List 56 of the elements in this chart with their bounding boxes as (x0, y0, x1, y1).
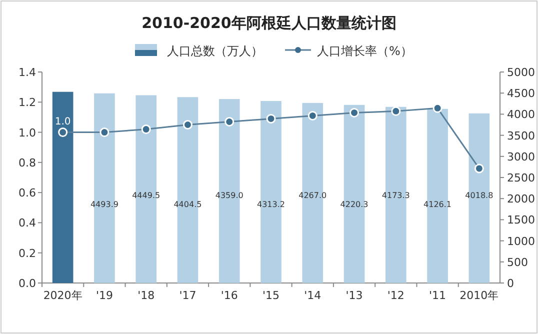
x-tick-label: 2010年 (460, 289, 499, 302)
y2-tick-label: 4500 (507, 87, 535, 100)
point (58, 128, 68, 138)
point (100, 128, 110, 138)
data-label: 4359.0 (215, 191, 244, 200)
point (308, 110, 318, 120)
x-tick-label: '16 (220, 289, 238, 302)
y-tick-label: 0.4 (18, 216, 36, 230)
point (474, 164, 484, 174)
y-tick-label: 1.0 (18, 126, 36, 140)
y2-tick-label: 1000 (507, 234, 535, 248)
y2-tick-label: 2000 (507, 192, 535, 206)
data-label: 1.0 (54, 116, 71, 128)
data-label: 4449.5 (132, 191, 160, 200)
y-tick-label: 0.6 (18, 186, 36, 200)
point (182, 120, 192, 130)
legend-label: 人口总数（万人） (167, 44, 263, 58)
data-label: 4126.1 (424, 200, 452, 209)
y2-tick-label: 4000 (507, 108, 535, 122)
y-tick-label: 1.4 (18, 66, 36, 79)
x-tick-label: '18 (138, 289, 155, 302)
point (391, 106, 401, 116)
data-label: 4313.2 (257, 200, 285, 209)
data-label: 4267.0 (298, 191, 327, 200)
y2-tick-label: 1500 (507, 214, 535, 227)
bar (52, 92, 74, 283)
y2-tick-label: 5000 (507, 66, 535, 79)
y-tick-label: 0.0 (18, 277, 36, 290)
x-tick-label: '19 (96, 289, 113, 302)
y2-tick-label: 3500 (507, 129, 535, 142)
x-tick-label: '14 (304, 289, 322, 302)
data-label: 4404.5 (174, 200, 202, 209)
y2-tick-label: 0 (507, 277, 514, 290)
x-tick-label: '11 (429, 289, 446, 302)
legend-label: 人口增长率（%） (317, 44, 412, 58)
y-tick-label: 0.8 (18, 156, 36, 170)
point (224, 116, 234, 126)
y2-tick-label: 3000 (507, 150, 535, 164)
data-label: 4493.9 (90, 200, 118, 209)
x-tick-label: '12 (387, 289, 404, 302)
data-label: 4220.3 (340, 200, 368, 209)
y2-tick-label: 2500 (507, 172, 535, 184)
x-tick-label: 2020年 (43, 289, 82, 302)
y2-tick-label: 500 (507, 256, 528, 269)
point (432, 103, 442, 113)
data-label: 4018.8 (465, 191, 494, 200)
y-tick-label: 1.2 (18, 96, 36, 110)
point (266, 114, 276, 124)
chart-title: 2010-2020年阿根廷人口数量统计图 (142, 14, 396, 32)
x-tick-label: '15 (262, 289, 280, 302)
data-label: 4173.3 (382, 191, 410, 200)
y-tick-label: 0.2 (18, 246, 36, 260)
x-tick-label: '13 (346, 289, 363, 302)
point (350, 108, 360, 118)
x-tick-label: '17 (179, 289, 196, 302)
point (141, 124, 151, 134)
